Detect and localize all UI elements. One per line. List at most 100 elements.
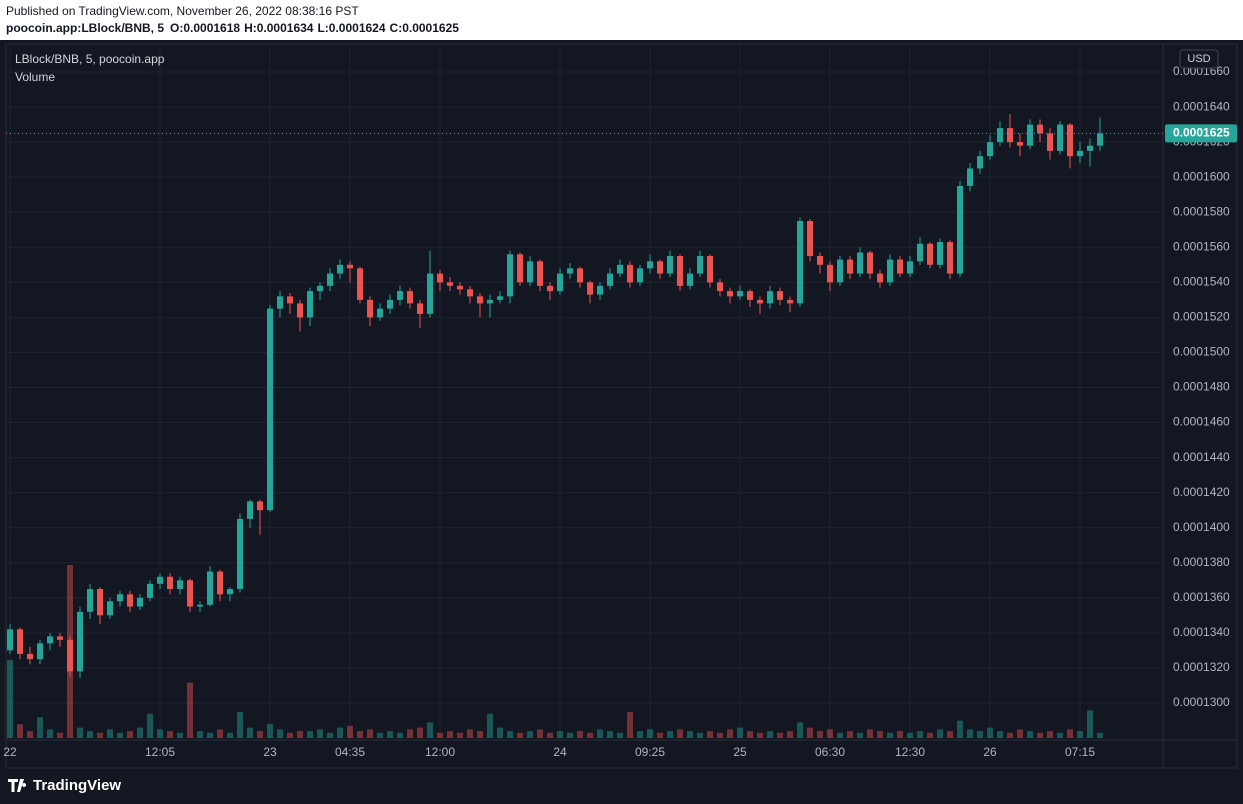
candle-body [927,243,933,265]
currency-button[interactable] [1179,49,1219,69]
candle-body [937,242,943,265]
candle-body [697,256,703,274]
y-tick-label: 0.0001520 [1173,310,1230,324]
candle-body [1047,133,1053,151]
ohlc: L:0.0001624 [317,21,385,35]
volume-bar [327,732,333,738]
y-tick-label: 0.0001380 [1173,555,1230,569]
candle-body [747,291,753,300]
volume-bar [7,660,13,738]
y-tick-label: 0.0001480 [1173,380,1230,394]
candle-body [827,264,833,283]
candle-body [567,268,573,274]
candle-body [117,594,123,602]
volume-bar [607,731,613,738]
volume-bar [207,732,213,738]
symbol-line: poocoin.app:LBlock/BNB, 5 O:0.0001618 H:0.… [6,21,459,35]
volume-bar [277,729,283,738]
candle-body [177,580,183,590]
y-tick-label: 0.0001300 [1173,695,1230,709]
volume-bar [187,682,193,738]
volume-bar [997,731,1003,738]
candle-body [127,594,133,607]
volume-bar [967,729,973,738]
y-tick-label: 0.0001320 [1173,660,1230,674]
candle-body [7,629,13,651]
candle-body [857,252,863,274]
candle-body [207,571,213,605]
x-tick-label: 12:00 [425,745,455,759]
x-tick-label: 04:35 [335,745,365,759]
volume-bar [807,727,813,738]
volume-bar [287,732,293,738]
candle-body [577,268,583,283]
y-tick-label: 0.0001580 [1173,204,1230,218]
volume-bar [787,731,793,738]
x-tick-label: 25 [733,745,747,759]
last-price-label: 0.0001625 [1173,126,1230,140]
volume-bar [27,731,33,738]
candle-body [347,264,353,269]
x-tick-label: 07:15 [1065,745,1095,759]
volume-bar [477,731,483,738]
candle-body [257,501,263,511]
candle-body [497,296,503,300]
candle-body [437,273,443,283]
ohlc: O:0.0001618 [170,21,240,35]
volume-bar [297,731,303,738]
candle-body [87,589,93,612]
candle-body [457,285,463,290]
volume-bar [107,729,113,738]
volume-bar [1037,732,1043,738]
volume-bar [137,727,143,738]
volume-bar [1027,731,1033,738]
candle-body [327,273,333,286]
candle-body [107,601,113,616]
volume-bar [617,732,623,738]
candle-body [987,142,993,157]
volume-bar [857,732,863,738]
candle-body [67,639,73,672]
candle-body [427,273,433,314]
y-tick-label: 0.0001400 [1173,520,1230,534]
y-tick-label: 0.0001600 [1173,169,1230,183]
volume-bar [197,731,203,738]
currency-label[interactable]: USD [1187,53,1210,65]
chart-frame [5,43,1238,769]
volume-bar [737,727,743,738]
candle-body [997,128,1003,143]
volume-bar [897,731,903,738]
candle-body [1017,142,1023,146]
volume-bar [577,731,583,738]
candle-body [687,273,693,286]
volume-bar [407,729,413,738]
candle-body [377,308,383,318]
candle-body [557,273,563,292]
volume-bar [877,731,883,738]
x-tick-label: 06:30 [815,745,845,759]
volume-bar [747,731,753,738]
ohlc: C:0.0001625 [390,21,460,35]
candle-body [617,264,623,274]
candle-body [297,303,303,318]
candle-body [237,518,243,590]
volume-bar [177,732,183,738]
volume-bar [1077,731,1083,738]
candle-body [1057,124,1063,151]
volume-bar [547,732,553,738]
volume-bar [87,731,93,738]
candle-body [667,256,673,274]
candle-body [157,576,163,584]
volume-bar [937,729,943,738]
candle-body [487,299,493,304]
volume-bar [247,727,253,738]
volume-bar [1057,732,1063,738]
volume-bar [487,713,493,738]
candle-body [807,221,813,257]
volume-bar [907,732,913,738]
candle-body [397,291,403,300]
candle-body [847,259,853,274]
volume-bar [917,731,923,738]
candle-body [727,291,733,297]
